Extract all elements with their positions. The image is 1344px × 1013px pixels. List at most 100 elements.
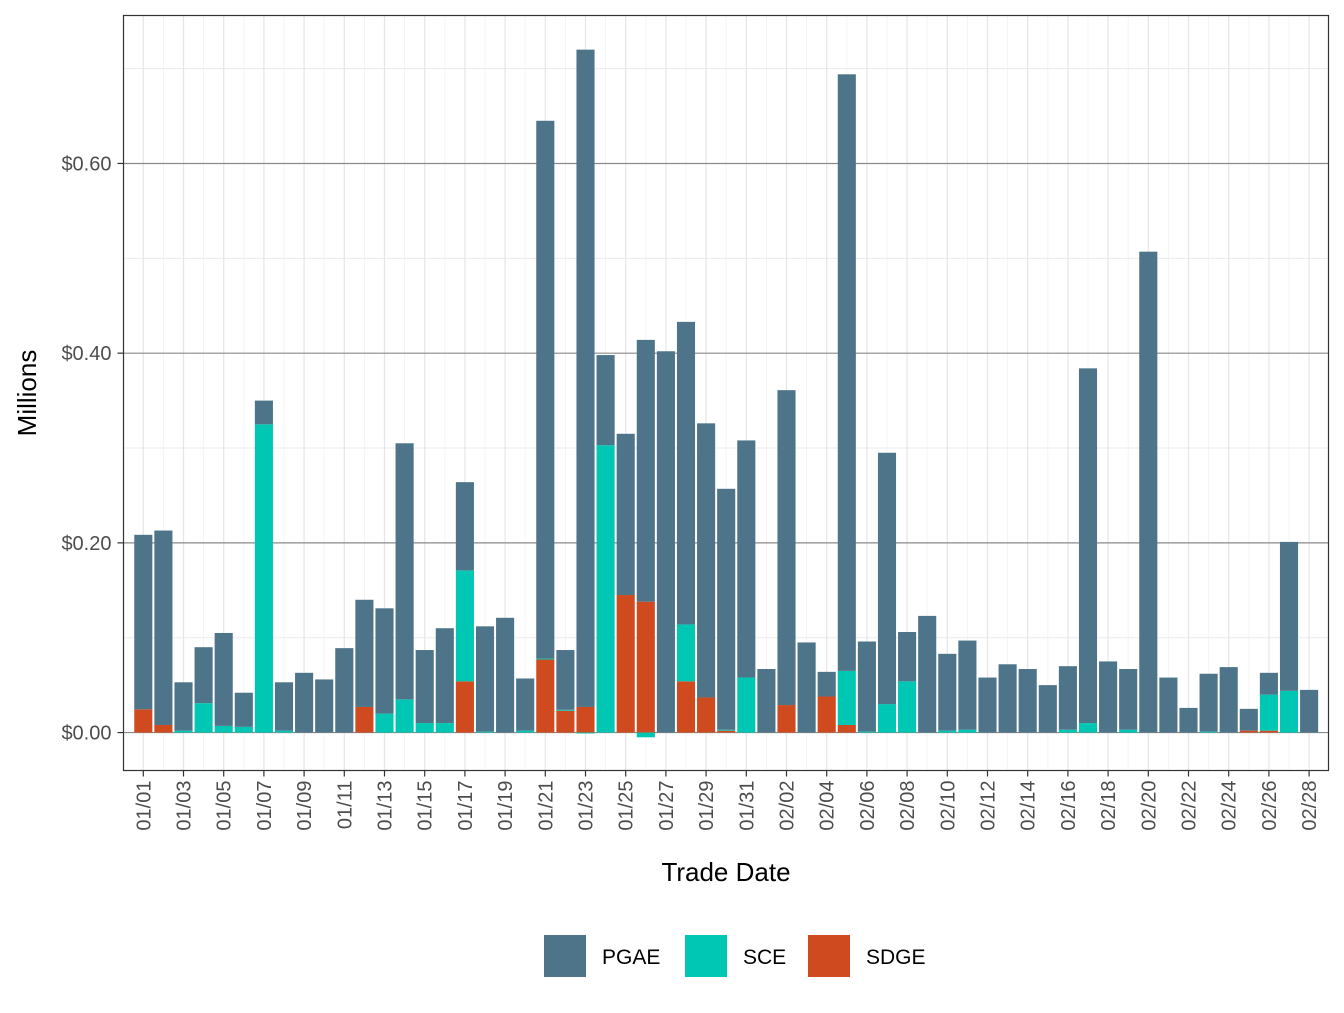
bar-sce-01-17 bbox=[455, 570, 474, 682]
y-tick-label: $0.20 bbox=[61, 533, 111, 555]
bar-pgae-02-25 bbox=[1239, 708, 1258, 731]
x-tick-label: 02/02 bbox=[777, 781, 799, 831]
bar-sdge-01-25 bbox=[616, 595, 635, 733]
bar-sce-01-07 bbox=[254, 424, 273, 733]
bar-pgae-01-31 bbox=[737, 440, 756, 678]
x-tick-label: 01/05 bbox=[214, 781, 236, 831]
x-tick-label: 01/07 bbox=[254, 781, 276, 831]
bar-pgae-01-24 bbox=[596, 355, 615, 446]
bar-pgae-02-22 bbox=[1179, 707, 1198, 733]
bar-sce-01-13 bbox=[375, 713, 394, 733]
bar-sce-01-04 bbox=[194, 703, 213, 733]
x-tick-label: 01/29 bbox=[696, 781, 718, 831]
y-tick-label: $0.60 bbox=[61, 153, 111, 175]
bar-pgae-02-26 bbox=[1259, 672, 1278, 695]
x-tick-label: 02/16 bbox=[1058, 781, 1080, 831]
bar-pgae-01-25 bbox=[616, 433, 635, 596]
bar-pgae-02-20 bbox=[1139, 251, 1158, 733]
x-tick-label: 02/10 bbox=[937, 781, 959, 831]
bar-sce-01-24 bbox=[596, 445, 615, 733]
bar-sce-01-08 bbox=[274, 730, 294, 733]
bar-pgae-01-05 bbox=[214, 632, 233, 726]
bar-pgae-02-21 bbox=[1159, 677, 1178, 733]
x-tick-label: 01/01 bbox=[133, 781, 155, 831]
bar-pgae-02-11 bbox=[958, 640, 977, 730]
bar-pgae-02-01 bbox=[757, 669, 776, 733]
bar-pgae-01-15 bbox=[415, 650, 434, 724]
legend: PGAE SCE SDGE bbox=[544, 935, 926, 977]
bar-pgae-01-16 bbox=[435, 628, 454, 724]
bar-pgae-01-02 bbox=[154, 530, 173, 725]
x-tick-label: 01/19 bbox=[495, 781, 517, 831]
bar-pgae-02-08 bbox=[898, 632, 917, 682]
bar-pgae-02-28 bbox=[1300, 689, 1319, 733]
bar-sce-01-22 bbox=[556, 709, 575, 711]
bar-pgae-01-09 bbox=[295, 672, 314, 733]
x-tick-label: 02/26 bbox=[1259, 781, 1281, 831]
bar-pgae-02-13 bbox=[998, 664, 1017, 733]
plot-panel-border bbox=[122, 14, 1330, 772]
x-tick-label: 02/28 bbox=[1299, 781, 1321, 831]
bar-sce-01-03 bbox=[174, 730, 193, 733]
bar-sce-02-06 bbox=[857, 731, 876, 733]
bar-sce-01-28 bbox=[676, 624, 696, 682]
bar-pgae-02-18 bbox=[1099, 661, 1118, 733]
bar-pgae-02-07 bbox=[877, 452, 897, 705]
x-tick-label: 01/11 bbox=[334, 781, 356, 830]
bar-pgae-02-23 bbox=[1199, 673, 1218, 732]
bar-sdge-02-26 bbox=[1259, 730, 1278, 733]
bar-pgae-01-26 bbox=[636, 339, 655, 602]
x-tick-label: 02/12 bbox=[978, 781, 1000, 831]
bar-sce-01-20 bbox=[516, 730, 535, 733]
bar-sce-02-11 bbox=[958, 729, 977, 733]
bar-sdge-01-02 bbox=[154, 724, 173, 733]
legend-label-sdge: SDGE bbox=[866, 946, 926, 969]
x-tick-label: 02/06 bbox=[857, 781, 879, 831]
y-axis: $0.00 $0.20 $0.40 $0.60 bbox=[61, 153, 124, 745]
bar-pgae-02-24 bbox=[1219, 667, 1238, 733]
bar-pgae-01-07 bbox=[254, 400, 273, 425]
x-axis: 01/01 01/03 01/05 01/07 01/09 01/11 01/13 01/15… bbox=[133, 770, 1321, 831]
bar-pgae-01-30 bbox=[717, 488, 736, 730]
x-tick-label: 01/15 bbox=[415, 781, 437, 831]
bar-sdge-01-21 bbox=[536, 659, 555, 733]
x-tick-label: 01/17 bbox=[455, 781, 477, 831]
bar-sdge-01-29 bbox=[697, 697, 716, 733]
bar-sce-01-16 bbox=[435, 723, 454, 733]
bar-sdge-01-28 bbox=[676, 681, 696, 733]
bar-sce-02-19 bbox=[1119, 729, 1138, 733]
y-tick-label: $0.40 bbox=[61, 343, 111, 365]
bar-sce-01-21 bbox=[536, 658, 555, 660]
bar-sdge-01-01 bbox=[134, 709, 153, 733]
bar-pgae-02-27 bbox=[1279, 541, 1299, 691]
bar-pgae-01-13 bbox=[375, 608, 394, 714]
legend-key-pgae bbox=[544, 935, 586, 977]
bar-pgae-02-17 bbox=[1078, 368, 1098, 724]
bar-sce-02-05 bbox=[837, 670, 856, 725]
x-tick-label: 02/18 bbox=[1098, 781, 1120, 831]
bar-sce-02-16 bbox=[1058, 729, 1077, 733]
bar-sdge-01-17 bbox=[455, 681, 474, 733]
bar-pgae-01-19 bbox=[496, 617, 515, 733]
bar-sce-02-27 bbox=[1279, 690, 1299, 733]
legend-label-pgae: PGAE bbox=[602, 946, 660, 969]
bar-pgae-02-16 bbox=[1058, 666, 1077, 730]
bar-sdge-01-22 bbox=[556, 710, 575, 733]
bar-pgae-01-29 bbox=[697, 423, 716, 698]
bar-pgae-01-23 bbox=[576, 49, 595, 707]
bar-pgae-02-02 bbox=[777, 390, 796, 706]
bar-pgae-01-17 bbox=[455, 482, 474, 571]
bar-sce-02-17 bbox=[1078, 723, 1098, 733]
bar-pgae-01-21 bbox=[536, 120, 555, 659]
bar-pgae-02-15 bbox=[1038, 685, 1057, 733]
bar-pgae-02-14 bbox=[1018, 669, 1037, 733]
bar-sdge-01-12 bbox=[355, 706, 374, 733]
bar-sce-01-06 bbox=[234, 726, 253, 733]
bar-pgae-02-09 bbox=[918, 615, 937, 733]
x-tick-label: 02/04 bbox=[817, 781, 839, 831]
bar-sdge-02-25 bbox=[1239, 730, 1258, 733]
bar-sce-01-14 bbox=[395, 699, 414, 733]
bar-pgae-01-12 bbox=[355, 599, 374, 707]
x-tick-label: 02/24 bbox=[1219, 781, 1241, 831]
